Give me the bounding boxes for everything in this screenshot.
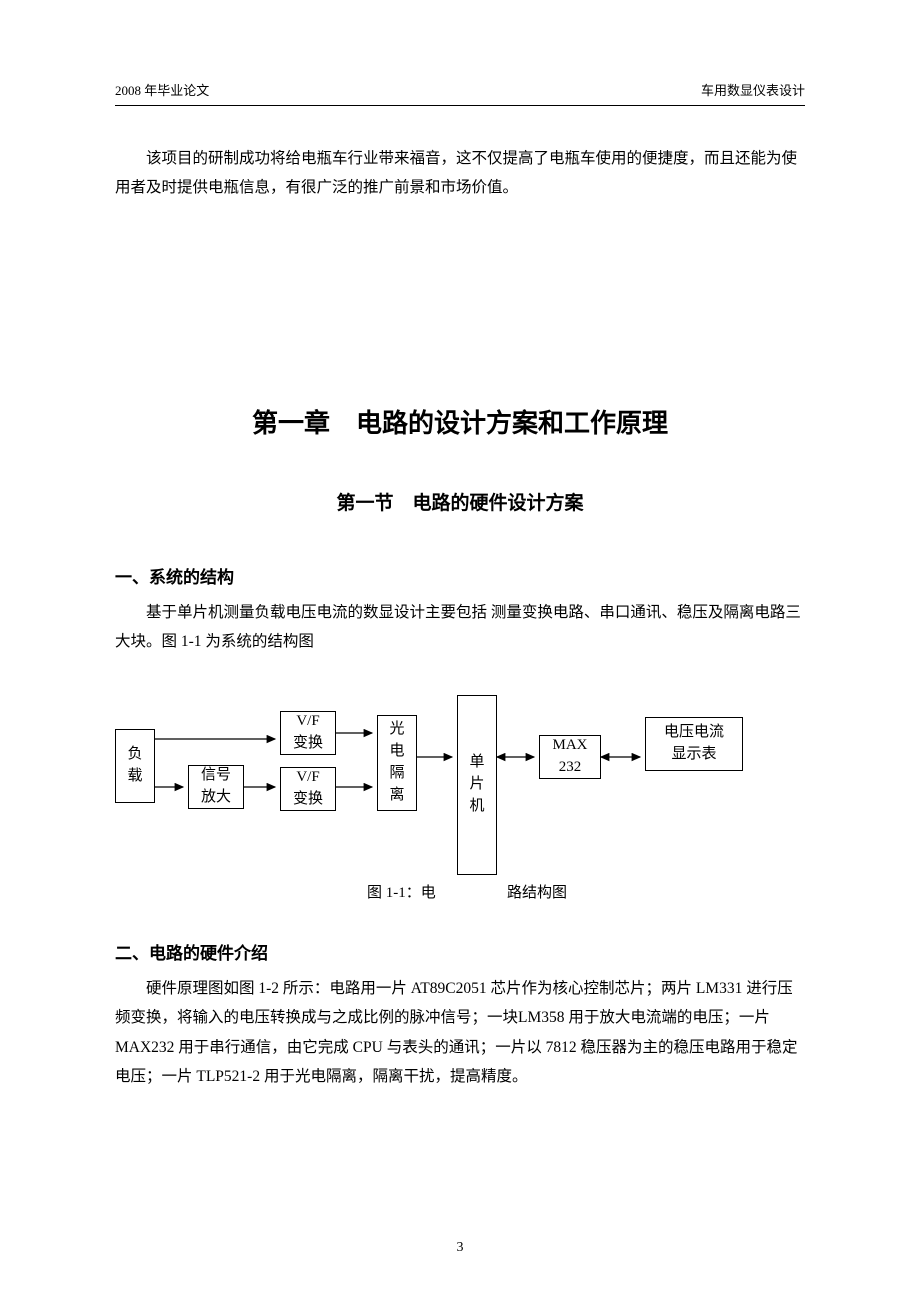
subsection1-title: 一、系统的结构 — [115, 563, 805, 588]
header-right: 车用数显仪表设计 — [701, 80, 805, 99]
page-number: 3 — [0, 1240, 920, 1256]
page-header: 2008 年毕业论文 车用数显仪表设计 — [115, 80, 805, 106]
diagram-box-mcu: 单片机 — [457, 695, 497, 875]
diagram-box-amp: 信号放大 — [188, 765, 244, 809]
system-structure-diagram: 负载信号放大 V/F变换 V/F变换 光电隔离单片机 MAX232 电压电流显示表 图 1… — [115, 695, 805, 915]
section-title: 第一节 电路的硬件设计方案 — [115, 488, 805, 515]
subsection1-paragraph: 基于单片机测量负载电压电流的数显设计主要包括 测量变换电路、串口通讯、稳压及隔离… — [115, 598, 805, 657]
diagram-box-vf2: V/F变换 — [280, 767, 336, 811]
figure-caption-left: 图 1-1：电 — [367, 881, 436, 902]
diagram-box-load: 负载 — [115, 729, 155, 803]
diagram-box-max232: MAX232 — [539, 735, 601, 779]
chapter-title: 第一章 电路的设计方案和工作原理 — [115, 403, 805, 440]
figure-caption-right: 路结构图 — [507, 881, 567, 902]
intro-paragraph: 该项目的研制成功将给电瓶车行业带来福音，这不仅提高了电瓶车使用的便捷度，而且还能… — [115, 144, 805, 203]
diagram-box-vf1: V/F变换 — [280, 711, 336, 755]
header-left: 2008 年毕业论文 — [115, 80, 209, 99]
diagram-box-opto: 光电隔离 — [377, 715, 417, 811]
subsection2-title: 二、电路的硬件介绍 — [115, 939, 805, 964]
diagram-box-display: 电压电流显示表 — [645, 717, 743, 771]
subsection2-paragraph: 硬件原理图如图 1-2 所示：电路用一片 AT89C2051 芯片作为核心控制芯… — [115, 974, 805, 1092]
